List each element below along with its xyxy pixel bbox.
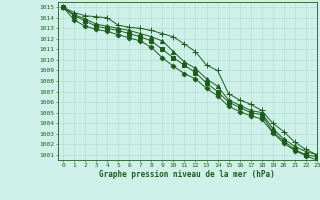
X-axis label: Graphe pression niveau de la mer (hPa): Graphe pression niveau de la mer (hPa) [99,170,275,179]
